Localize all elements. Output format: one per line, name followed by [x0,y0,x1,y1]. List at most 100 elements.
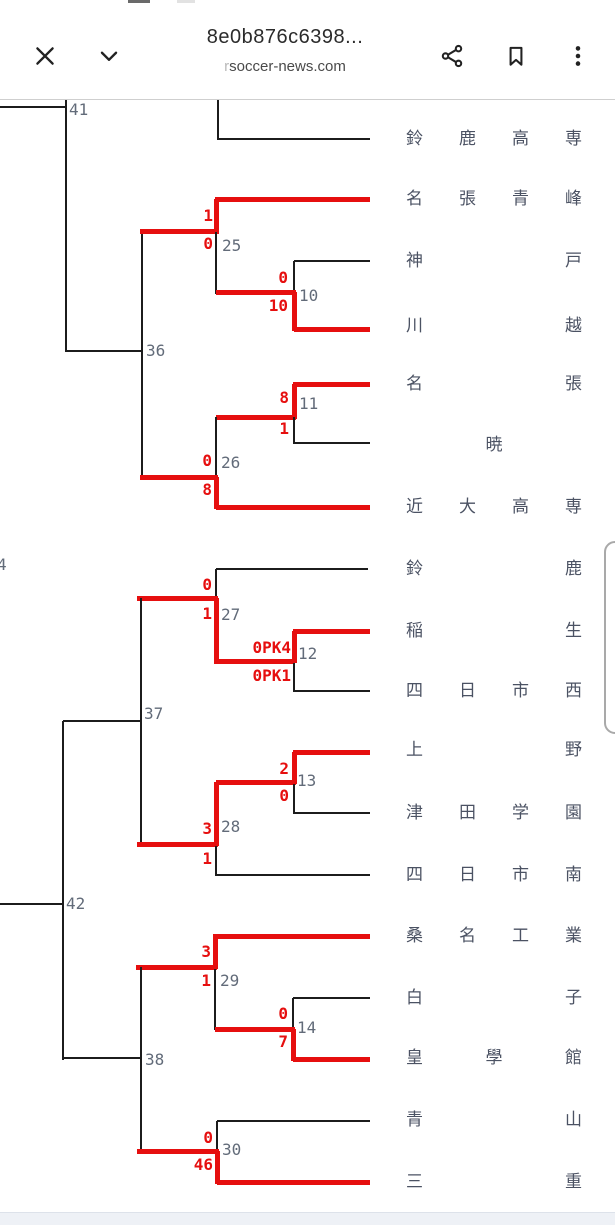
score-label: 0PK4 [252,638,291,657]
bracket-line [294,812,370,814]
team-name-char: 市 [512,865,529,884]
score-label: 0 [202,575,212,594]
score-label: 7 [278,1032,288,1051]
browser-toolbar: 8e0b876c6398... rsoccer-news.com [0,0,615,99]
close-button[interactable] [27,39,63,75]
team-name: 白子 [406,988,582,1008]
team-name-char: 峰 [565,189,582,208]
team-name: 稲生 [406,621,582,641]
team-name-char: 業 [565,926,582,945]
score-label: 46 [193,1155,213,1174]
team-name-char: 稲 [406,621,423,640]
overflow-menu-button[interactable] [560,39,596,75]
team-name-char: 桑 [406,926,423,945]
team-name-char: 津 [406,803,423,822]
url-domain: soccer-news.com [229,58,346,75]
match-number: 30 [222,1140,242,1159]
team-name: 青山 [406,1110,582,1130]
bracket-line [294,442,370,444]
match-number: 11 [299,394,319,413]
score-label: 0 [279,786,289,805]
bracket-line [216,874,370,876]
bracket-line [292,998,294,1030]
winner-line [216,779,296,785]
bracket-line [293,417,295,444]
match-number: 29 [220,971,240,990]
match-number: 37 [144,704,164,723]
match-number: 42 [66,894,86,913]
score-label: 0 [203,1128,213,1147]
bracket-line [215,569,217,600]
collapse-button[interactable] [91,39,127,75]
match-number: 4 [0,555,7,574]
winner-line [140,228,218,234]
winner-line [213,782,219,846]
match-number: 38 [145,1050,165,1069]
score-label: 0PK1 [252,666,291,685]
tab-strip-remnant-dark [128,0,150,3]
team-name-char: 青 [406,1110,423,1129]
team-name: 近大高専 [406,497,582,517]
bracket-line [141,231,143,479]
team-name: 名張 [406,374,582,394]
match-number: 26 [221,453,241,472]
match-number: 28 [221,817,241,836]
team-name: 皇學館 [406,1048,582,1068]
team-name-char: 名 [459,926,476,945]
winner-line [140,474,218,480]
share-button[interactable] [434,39,470,75]
team-name-char: 張 [459,189,476,208]
team-name-char: 館 [565,1048,582,1067]
team-name-char: 工 [512,926,529,945]
team-name: 三重 [406,1172,582,1192]
team-name-char: 三 [406,1172,423,1191]
winner-line [215,196,370,202]
team-name-char: 専 [565,129,582,148]
bracket-line [215,417,217,478]
bracket-line [0,903,63,905]
match-number: 13 [297,771,317,790]
team-name-char: 鹿 [459,129,476,148]
match-number: 27 [221,605,241,624]
team-name: 川越 [406,316,582,336]
match-number: 14 [297,1018,317,1037]
team-name-char: 生 [565,621,582,640]
winner-line [293,628,370,634]
winner-line [137,595,218,601]
close-icon [32,43,58,72]
winner-line [137,841,218,847]
team-name-char: 川 [406,316,423,335]
team-name-char: 名 [406,189,423,208]
team-name: 暁 [406,435,582,455]
winner-line [216,658,295,664]
winner-line [213,477,219,509]
team-name-char: 名 [406,374,423,393]
team-name-char: 専 [565,497,582,516]
bracket-line [216,1121,218,1152]
team-name-char: 学 [512,803,529,822]
team-name-char: 四 [406,865,423,884]
score-label: 3 [202,819,212,838]
winner-line [291,292,297,331]
bracket-line [216,568,368,570]
bracket-line [294,260,370,262]
team-name: 上野 [406,740,582,760]
winner-line [217,1179,370,1185]
bracket-line [293,663,295,692]
winner-line [212,936,218,969]
score-label: 3 [201,942,211,961]
team-name-char: 越 [565,316,582,335]
bracket-line [140,598,142,846]
share-icon [439,43,465,72]
score-label: 1 [279,419,289,438]
team-name-char: 園 [565,803,582,822]
team-name-char: 田 [459,803,476,822]
winner-line [215,1026,295,1032]
winner-line [213,598,219,664]
team-name: 神戸 [406,251,582,271]
bookmark-button[interactable] [498,39,534,75]
bracket-line [62,721,64,1060]
winner-line [293,1056,370,1062]
team-name-char: 暁 [485,435,503,454]
scrollbar-thumb[interactable] [604,541,615,734]
